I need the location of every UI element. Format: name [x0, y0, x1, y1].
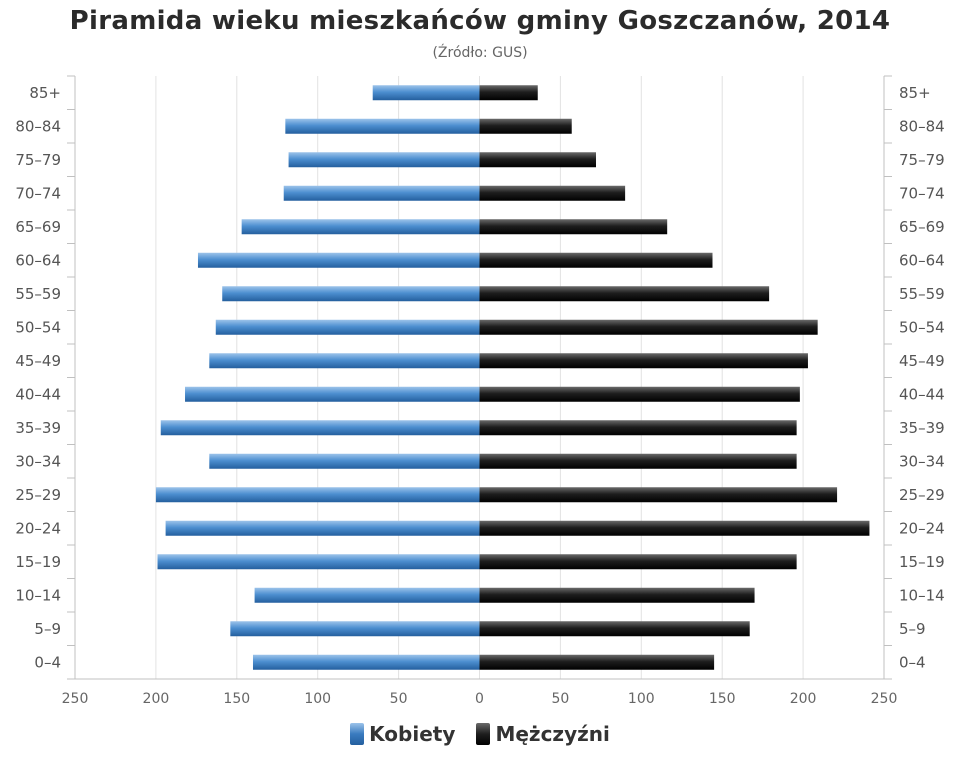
category-label-left: 85+: [29, 84, 61, 102]
legend-item-kobiety[interactable]: Kobiety: [350, 722, 455, 746]
bar-kobiety[interactable]: [372, 85, 480, 101]
category-label-right: 15–19: [899, 553, 945, 571]
bar-mezczyzni[interactable]: [479, 420, 797, 436]
bar-kobiety[interactable]: [157, 554, 480, 570]
bar-mezczyzni[interactable]: [479, 621, 750, 637]
x-tick-label: 50: [390, 691, 408, 707]
bar-kobiety[interactable]: [185, 386, 480, 402]
x-tick-label: 0: [475, 691, 484, 707]
bar-kobiety[interactable]: [160, 420, 480, 436]
category-label-left: 80–84: [15, 117, 61, 135]
bar-kobiety[interactable]: [288, 152, 480, 168]
bar-kobiety[interactable]: [209, 353, 480, 369]
bar-kobiety[interactable]: [283, 185, 480, 201]
x-tick-label: 100: [628, 691, 655, 707]
bar-mezczyzni[interactable]: [479, 487, 838, 503]
category-label-right: 45–49: [899, 352, 945, 370]
x-tick-label: 50: [551, 691, 569, 707]
category-label-left: 35–39: [15, 419, 61, 437]
x-tick-label: 150: [223, 691, 250, 707]
category-label-right: 20–24: [899, 519, 945, 537]
bar-kobiety[interactable]: [241, 219, 480, 235]
category-label-left: 15–19: [15, 553, 61, 571]
bar-mezczyzni[interactable]: [479, 654, 715, 670]
bar-mezczyzni[interactable]: [479, 554, 797, 570]
legend: Kobiety Mężczyźni: [0, 722, 960, 749]
category-label-left: 55–59: [15, 285, 61, 303]
bar-mezczyzni[interactable]: [479, 185, 626, 201]
bar-mezczyzni[interactable]: [479, 286, 770, 302]
chart-title: Piramida wieku mieszkańców gminy Goszcza…: [69, 6, 891, 36]
category-label-right: 30–34: [899, 452, 945, 470]
category-label-left: 65–69: [15, 218, 61, 236]
category-label-right: 55–59: [899, 285, 945, 303]
x-tick-label: 250: [871, 691, 898, 707]
category-label-right: 0–4: [899, 653, 926, 671]
bar-mezczyzni[interactable]: [479, 587, 755, 603]
x-tick-label: 200: [143, 691, 170, 707]
category-label-right: 25–29: [899, 486, 945, 504]
category-label-left: 75–79: [15, 151, 61, 169]
bar-kobiety[interactable]: [209, 453, 480, 469]
bar-mezczyzni[interactable]: [479, 319, 818, 335]
bar-mezczyzni[interactable]: [479, 118, 572, 134]
bar-kobiety[interactable]: [230, 621, 480, 637]
bar-kobiety[interactable]: [254, 587, 480, 603]
category-label-right: 80–84: [899, 117, 945, 135]
bar-mezczyzni[interactable]: [479, 453, 797, 469]
category-label-left: 10–14: [15, 586, 61, 604]
category-label-right: 40–44: [899, 385, 945, 403]
category-label-left: 70–74: [15, 184, 61, 202]
legend-swatch-kobiety: [350, 723, 365, 745]
category-label-left: 60–64: [15, 251, 61, 269]
x-tick-label: 200: [790, 691, 817, 707]
bar-kobiety[interactable]: [252, 654, 480, 670]
category-label-left: 0–4: [34, 653, 61, 671]
legend-label-kobiety: Kobiety: [369, 722, 456, 746]
chart-subtitle: (Źródło: GUS): [432, 45, 528, 61]
bar-kobiety[interactable]: [222, 286, 480, 302]
category-label-right: 60–64: [899, 251, 945, 269]
category-label-right: 65–69: [899, 218, 945, 236]
bar-kobiety[interactable]: [215, 319, 480, 335]
bar-mezczyzni[interactable]: [479, 520, 870, 536]
category-label-right: 85+: [899, 84, 931, 102]
legend-label-mezczyzni: Mężczyźni: [495, 722, 610, 746]
x-tick-label: 250: [62, 691, 89, 707]
bar-kobiety[interactable]: [165, 520, 480, 536]
bar-mezczyzni[interactable]: [479, 386, 800, 402]
legend-swatch-mezczyzni: [476, 723, 491, 745]
x-tick-label: 150: [709, 691, 736, 707]
bar-mezczyzni[interactable]: [479, 353, 808, 369]
bar-mezczyzni[interactable]: [479, 252, 713, 268]
category-label-left: 40–44: [15, 385, 61, 403]
category-label-left: 50–54: [15, 318, 61, 336]
category-label-left: 25–29: [15, 486, 61, 504]
legend-item-mezczyzni[interactable]: Mężczyźni: [476, 722, 610, 746]
bar-mezczyzni[interactable]: [479, 152, 596, 168]
bar-kobiety[interactable]: [197, 252, 480, 268]
bar-mezczyzni[interactable]: [479, 85, 538, 101]
bar-kobiety[interactable]: [155, 487, 480, 503]
category-label-left: 45–49: [15, 352, 61, 370]
category-label-right: 75–79: [899, 151, 945, 169]
category-label-right: 70–74: [899, 184, 945, 202]
category-label-left: 20–24: [15, 519, 61, 537]
category-label-right: 10–14: [899, 586, 945, 604]
category-label-left: 5–9: [34, 620, 61, 638]
category-label-left: 30–34: [15, 452, 61, 470]
x-tick-label: 100: [304, 691, 331, 707]
category-label-right: 50–54: [899, 318, 945, 336]
bar-kobiety[interactable]: [285, 118, 480, 134]
category-label-right: 35–39: [899, 419, 945, 437]
bar-mezczyzni[interactable]: [479, 219, 668, 235]
category-label-right: 5–9: [899, 620, 926, 638]
